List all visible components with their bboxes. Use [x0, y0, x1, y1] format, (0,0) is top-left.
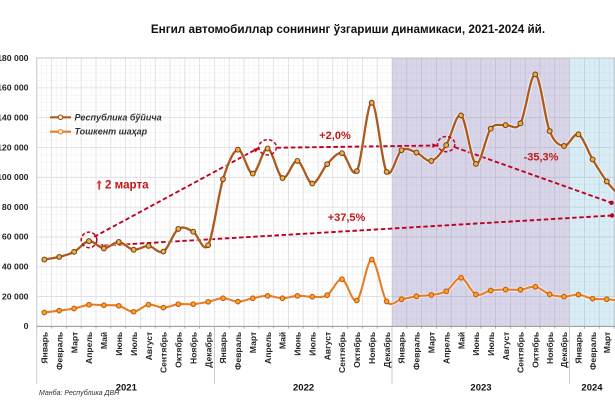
svg-text:Март: Март — [602, 332, 612, 353]
svg-text:40 000: 40 000 — [2, 262, 29, 272]
svg-text:Тошкент шаҳар: Тошкент шаҳар — [75, 127, 148, 137]
svg-text:Январь: Январь — [40, 332, 50, 364]
svg-text:2023: 2023 — [470, 383, 491, 394]
svg-text:Ноябрь: Ноябрь — [545, 332, 555, 364]
svg-text:Май: Май — [99, 332, 109, 349]
svg-text:Февраль: Февраль — [412, 332, 422, 370]
svg-text:Март: Март — [427, 332, 437, 353]
svg-text:Октябрь: Октябрь — [531, 332, 541, 368]
svg-text:Ноябрь: Ноябрь — [188, 332, 198, 364]
svg-text:60 000: 60 000 — [2, 232, 29, 242]
svg-text:180 000: 180 000 — [0, 53, 29, 63]
svg-text:Январь: Январь — [397, 332, 407, 364]
svg-text:160 000: 160 000 — [0, 83, 29, 93]
svg-text:Июнь: Июнь — [114, 332, 124, 356]
svg-text:Декабрь: Декабрь — [203, 332, 213, 368]
svg-text:Март: Март — [69, 332, 79, 353]
svg-text:Сентябрь: Сентябрь — [337, 332, 347, 373]
svg-text:2 марта: 2 марта — [105, 178, 149, 191]
svg-text:Июль: Июль — [486, 332, 496, 356]
svg-text:140 000: 140 000 — [0, 113, 29, 123]
svg-text:100 000: 100 000 — [0, 172, 29, 182]
svg-text:2024: 2024 — [581, 383, 603, 394]
svg-text:120 000: 120 000 — [0, 142, 29, 152]
svg-text:Июнь: Июнь — [293, 332, 303, 356]
svg-text:Сентябрь: Сентябрь — [159, 332, 169, 373]
svg-text:Март: Март — [248, 332, 258, 353]
svg-text:Февраль: Февраль — [54, 332, 64, 370]
svg-text:Апрель: Апрель — [441, 332, 451, 364]
svg-text:20 000: 20 000 — [2, 291, 29, 301]
svg-text:Август: Август — [144, 332, 154, 361]
svg-text:Май: Май — [278, 332, 288, 349]
svg-text:Февраль: Февраль — [233, 332, 243, 370]
svg-text:Енгил автомобиллар сонининг ўз: Енгил автомобиллар сонининг ўзгариши дин… — [151, 23, 545, 36]
svg-text:Апрель: Апрель — [84, 332, 94, 364]
svg-text:Манба: Республика ДВН: Манба: Республика ДВН — [39, 389, 120, 397]
svg-text:Январь: Январь — [574, 332, 584, 364]
svg-text:Август: Август — [501, 332, 511, 361]
svg-text:Сентябрь: Сентябрь — [516, 332, 526, 373]
svg-text:Июль: Июль — [129, 332, 139, 356]
svg-text:Республика бўйича: Республика бўйича — [75, 112, 162, 122]
svg-text:Август: Август — [322, 332, 332, 361]
svg-text:2022: 2022 — [293, 383, 314, 394]
svg-text:Декабрь: Декабрь — [559, 332, 569, 368]
svg-text:Декабрь: Декабрь — [382, 332, 392, 368]
svg-text:Май: Май — [456, 332, 466, 349]
svg-text:Октябрь: Октябрь — [352, 332, 362, 368]
svg-text:80 000: 80 000 — [2, 202, 29, 212]
svg-text:2021: 2021 — [116, 383, 138, 394]
svg-text:Октябрь: Октябрь — [174, 332, 184, 368]
svg-text:0: 0 — [24, 321, 29, 331]
svg-text:Январь: Январь — [218, 332, 228, 364]
svg-text:+2,0%: +2,0% — [319, 130, 351, 142]
svg-text:Февраль: Февраль — [588, 332, 598, 370]
svg-text:Июнь: Июнь — [471, 332, 481, 356]
svg-text:+37,5%: +37,5% — [328, 212, 366, 224]
svg-text:-35,3%: -35,3% — [524, 152, 559, 164]
svg-text:Апрель: Апрель — [263, 332, 273, 364]
svg-text:Июль: Июль — [307, 332, 317, 356]
svg-text:Ноябрь: Ноябрь — [367, 332, 377, 364]
